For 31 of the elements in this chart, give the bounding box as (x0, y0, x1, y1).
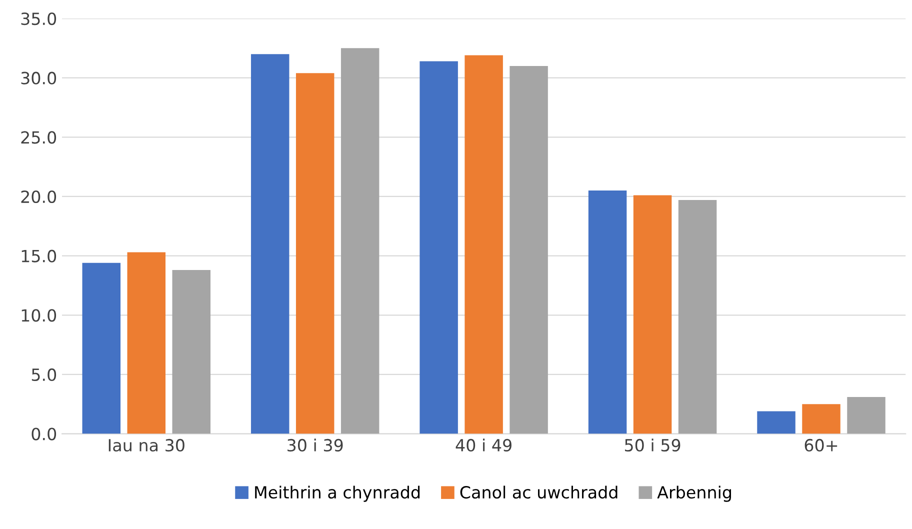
bar (250, 54, 290, 434)
y-tick-label: 35.0 (21, 12, 56, 26)
x-tick-label: 30 i 39 (288, 438, 343, 452)
bar (340, 48, 380, 434)
legend-label: Arbennig (657, 486, 731, 502)
y-tick-label: 0.0 (32, 428, 56, 440)
legend-label: Meithrin a chynradd (255, 486, 420, 502)
bar (847, 397, 886, 434)
bar (757, 411, 796, 434)
bar (510, 66, 548, 434)
x-tick-label: 60+ (804, 438, 838, 452)
bar (678, 200, 717, 434)
y-tick-label: 30.0 (21, 72, 56, 84)
bar (802, 404, 840, 434)
bar (633, 195, 672, 434)
y-tick-label: 15.0 (22, 250, 56, 262)
bar (172, 270, 210, 434)
y-tick-label: 10.0 (22, 309, 56, 322)
bar (464, 55, 503, 434)
y-tick-label: 25.0 (21, 131, 56, 144)
legend-label: Canol ac uwchradd (460, 486, 618, 499)
x-tick-label: 50 i 59 (625, 438, 680, 452)
y-tick-label: 5.0 (32, 368, 56, 382)
bar (82, 262, 121, 434)
y-tick-label: 20.0 (21, 190, 56, 204)
bar (127, 252, 166, 434)
bar (296, 73, 334, 434)
x-tick-label: 40 i 49 (456, 438, 512, 452)
bar (420, 61, 458, 434)
x-tick-label: Iau na 30 (108, 438, 184, 452)
bar (588, 190, 627, 434)
